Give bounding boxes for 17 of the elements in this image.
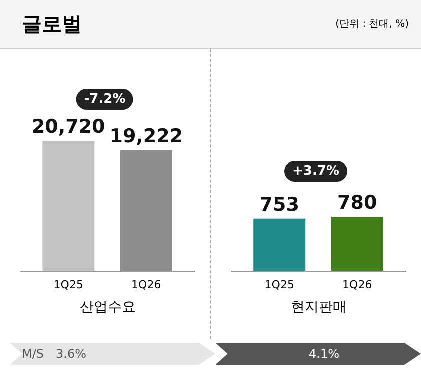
x-tick-label: 1Q26 <box>132 278 162 292</box>
text: -7.2% <box>76 89 134 110</box>
x-tick-label: 1Q25 <box>264 278 294 292</box>
text: +3.7% <box>284 161 348 182</box>
x-tick-label: 1Q26 <box>342 278 372 292</box>
text: 3.6% <box>56 347 87 361</box>
text: (단위 : 천대, %) <box>336 18 409 31</box>
data-label: 19,222 <box>110 125 184 148</box>
data-label: 20,720 <box>32 116 106 138</box>
data-label: 780 <box>338 192 378 214</box>
text: 4.1% <box>309 347 340 361</box>
x-axis-title: 산업수요 <box>80 300 136 316</box>
x-axis-title: 현지판매 <box>291 300 347 316</box>
data-label: 753 <box>260 194 300 216</box>
text: M/S <box>22 347 44 361</box>
text: 글로벌 <box>22 10 82 38</box>
x-tick-label: 1Q25 <box>54 278 84 292</box>
